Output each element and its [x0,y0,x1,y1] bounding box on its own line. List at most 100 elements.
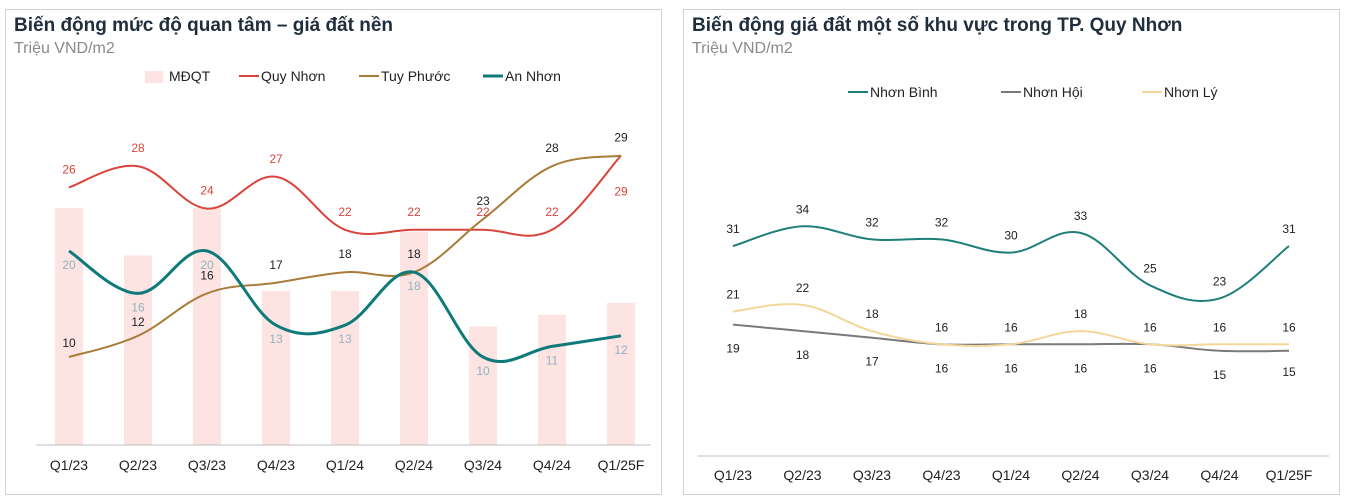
data-label: 18 [338,247,352,261]
chart-panel-left: Biến động mức độ quan tâm – giá đất nền … [5,9,662,495]
data-label: 18 [865,307,879,321]
data-label: 16 [1282,320,1296,334]
data-label: 15 [1282,365,1296,379]
data-label: 31 [726,222,740,236]
bar-data-label: 12 [614,343,628,357]
data-label: 15 [1213,368,1227,382]
data-label: 34 [796,202,810,216]
legend: MĐQT Quy Nhơn Tuy Phước An Nhơn [145,68,561,84]
bar-data-label: 16 [131,300,145,314]
series-line-2 [68,154,622,358]
legend: Nhơn Bình Nhơn Hội Nhơn Lý [848,84,1218,100]
data-label: 22 [545,205,559,219]
x-tick-label: Q3/24 [464,457,502,473]
data-label: 16 [1074,361,1088,375]
data-label: 18 [796,348,810,362]
legend-swatch-mdqt [145,71,163,83]
data-label: 22 [407,205,421,219]
bar-0 [55,208,83,445]
bar-8 [607,302,635,445]
data-label: 25 [1143,261,1157,275]
legend-label-3: An Nhơn [505,68,561,84]
data-label: 27 [269,152,283,166]
data-label: 16 [200,268,214,282]
data-label: 19 [726,342,740,356]
bar-data-label: 13 [338,332,352,346]
bar-data-label: 20 [62,258,76,272]
series-line-1 [732,225,1290,302]
bar-6 [469,326,497,445]
data-label: 33 [1074,209,1088,223]
legend-label-2: Tuy Phước [381,68,450,84]
data-label: 26 [62,162,76,176]
series-3-data-labels: 21 22 18 16 16 18 16 16 16 [726,281,1296,334]
data-label: 28 [131,141,145,155]
chart-right-svg: Nhơn Bình Nhơn Hội Nhơn Lý Q1/23 Q2/23 Q3/23 Q… [698,84,1329,483]
data-label: 18 [1074,307,1088,321]
chart-title: Biến động mức độ quan tâm – giá đất nền [14,15,394,36]
data-label: 18 [407,247,421,261]
legend-label-1: Nhơn Bình [870,84,938,100]
data-label: 22 [476,205,490,219]
chart-panel-right: Biến động giá đất một số khu vực trong T… [683,9,1340,495]
data-label: 16 [935,320,949,334]
x-tick-label: Q1/24 [326,457,364,473]
legend-label-3: Nhơn Lý [1164,84,1218,100]
data-label: 17 [269,258,283,272]
data-label: 32 [865,215,879,229]
series-line-1 [68,154,622,237]
bar-4 [331,290,359,445]
data-label: 16 [1004,361,1018,375]
data-label: 12 [131,315,145,329]
legend-label-mdqt: MĐQT [169,68,211,84]
x-tick-label: Q2/24 [1061,467,1099,483]
bar-data-label: 18 [407,279,421,293]
x-tick-label: Q1/23 [714,467,752,483]
x-tick-label: Q2/23 [119,457,157,473]
x-tick-label: Q1/24 [992,467,1030,483]
data-label: 31 [1282,222,1296,236]
data-label: 16 [1213,320,1227,334]
bar-1 [124,255,152,445]
data-label: 17 [865,355,879,369]
chart-subtitle: Triệu VND/m2 [692,40,793,57]
legend-label-2: Nhơn Hội [1023,84,1083,100]
chart-left-svg: MĐQT Quy Nhơn Tuy Phước An Nhơn Q1/23 Q2/23 Q3… [36,68,651,473]
data-label: 29 [614,131,628,145]
data-label: 16 [1004,320,1018,334]
data-label: 16 [1143,320,1157,334]
x-tick-label: Q4/24 [1200,467,1238,483]
data-label: 29 [614,185,628,199]
data-label: 23 [476,194,490,208]
series-line-3 [68,249,622,363]
x-tick-label: Q1/25F [598,457,645,473]
data-label: 32 [935,215,949,229]
bar-series-mdqt [55,208,635,445]
data-label: 24 [200,184,214,198]
bar-7 [538,314,566,445]
data-label: 21 [726,288,740,302]
bar-data-label: 10 [476,364,490,378]
series-1-data-labels: 31 34 32 32 30 33 25 23 31 [726,202,1296,288]
series-2-data-labels: 19 18 17 16 16 16 16 15 15 [726,342,1296,382]
data-label: 10 [62,336,76,350]
bar-2 [193,208,221,445]
x-tick-label: Q4/24 [533,457,571,473]
chart-title: Biến động giá đất một số khu vực trong T… [692,15,1183,36]
data-label: 22 [796,281,810,295]
bar-5 [400,231,428,445]
bar-data-label: 20 [200,258,214,272]
x-tick-label: Q1/25F [1266,467,1313,483]
bar-3 [262,290,290,445]
bar-data-label: 13 [269,332,283,346]
x-tick-label: Q3/24 [1131,467,1169,483]
x-tick-label: Q2/24 [395,457,433,473]
data-label: 30 [1004,229,1018,243]
x-tick-label: Q1/23 [50,457,88,473]
x-tick-label: Q4/23 [257,457,295,473]
chart-subtitle: Triệu VND/m2 [14,40,115,57]
x-tick-label: Q2/23 [783,467,821,483]
data-label: 22 [338,205,352,219]
data-label: 16 [935,361,949,375]
quy-nhon-data-labels: 26 28 24 27 22 22 22 22 29 [62,141,628,219]
